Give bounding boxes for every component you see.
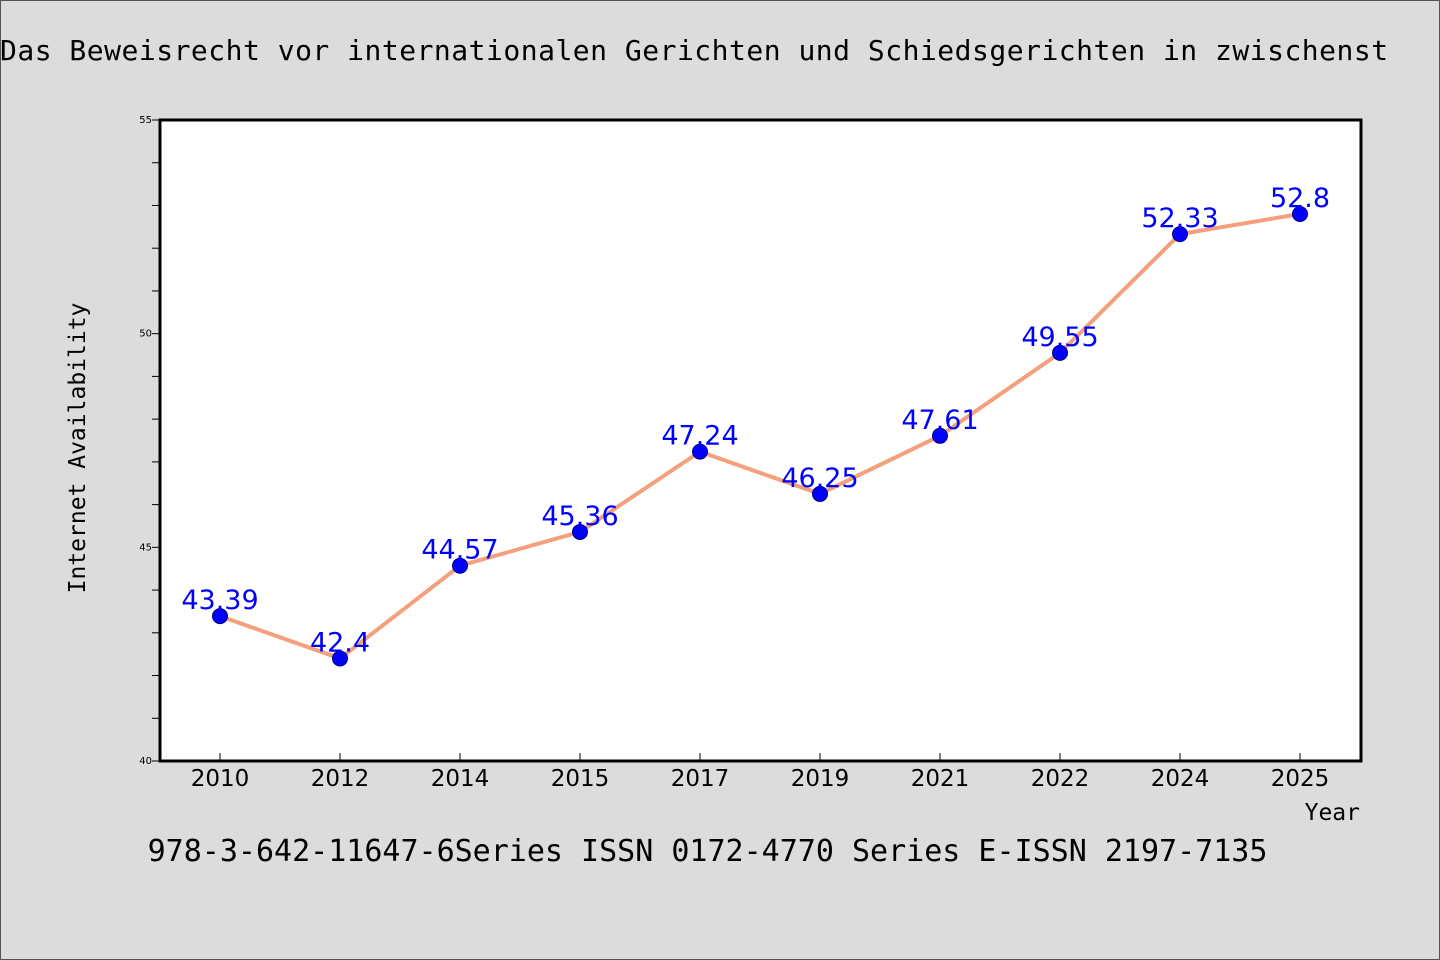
data-point (572, 523, 588, 540)
data-label: 49.55 (1021, 322, 1098, 353)
data-point (332, 650, 348, 667)
x-axis-ticks: 2010 2012 2014 2015 2017 2019 2021 2022 2024 2025 (191, 753, 1330, 792)
x-tick-label: 2025 (1271, 766, 1330, 792)
y-tick-label: 55 (139, 115, 152, 126)
data-label: 42.4 (310, 627, 370, 658)
x-tick-label: 2024 (1151, 766, 1210, 792)
data-label: 45.36 (541, 501, 618, 532)
isbn-caption: 978-3-642-11647-6Series ISSN 0172-4770 S… (147, 834, 1268, 869)
x-tick-label: 2014 (431, 766, 490, 792)
data-point (1052, 344, 1068, 361)
data-point (932, 427, 948, 444)
x-tick-label: 2010 (191, 766, 250, 792)
y-axis-label: Internet Availability (65, 303, 91, 594)
data-label: 44.57 (421, 535, 498, 566)
chart-title: Das Beweisrecht vor internationalen Geri… (0, 34, 1389, 67)
plot-area (158, 118, 1363, 763)
data-point (692, 443, 708, 460)
data-label: 47.24 (661, 421, 738, 452)
series-line (218, 212, 1302, 661)
data-point (1172, 226, 1188, 243)
x-tick-label: 2012 (311, 766, 370, 792)
data-point (1292, 206, 1308, 223)
data-label: 43.39 (181, 585, 258, 616)
data-labels: 43.39 42.4 44.57 45.36 47.24 46.25 47.61 49.55 5… (181, 183, 1330, 658)
y-tick-label: 50 (139, 329, 152, 340)
y-axis-ticks: 40 45 50 55 (139, 115, 160, 767)
x-tick-label: 2015 (551, 766, 610, 792)
y-tick-label: 45 (139, 542, 152, 553)
data-point (452, 557, 468, 574)
data-point (812, 485, 828, 502)
data-point (212, 608, 228, 625)
series-line-group (218, 212, 1302, 661)
data-label: 52.33 (1141, 203, 1218, 234)
data-label: 46.25 (781, 463, 858, 494)
x-axis-label: Year (1305, 800, 1360, 826)
data-label: 52.8 (1270, 183, 1330, 214)
data-label: 47.61 (901, 405, 978, 436)
x-tick-label: 2021 (911, 766, 970, 792)
y-tick-label: 40 (139, 756, 152, 767)
x-tick-label: 2022 (1031, 766, 1090, 792)
x-tick-label: 2019 (791, 766, 850, 792)
series-markers (212, 206, 1308, 667)
x-tick-label: 2017 (671, 766, 730, 792)
